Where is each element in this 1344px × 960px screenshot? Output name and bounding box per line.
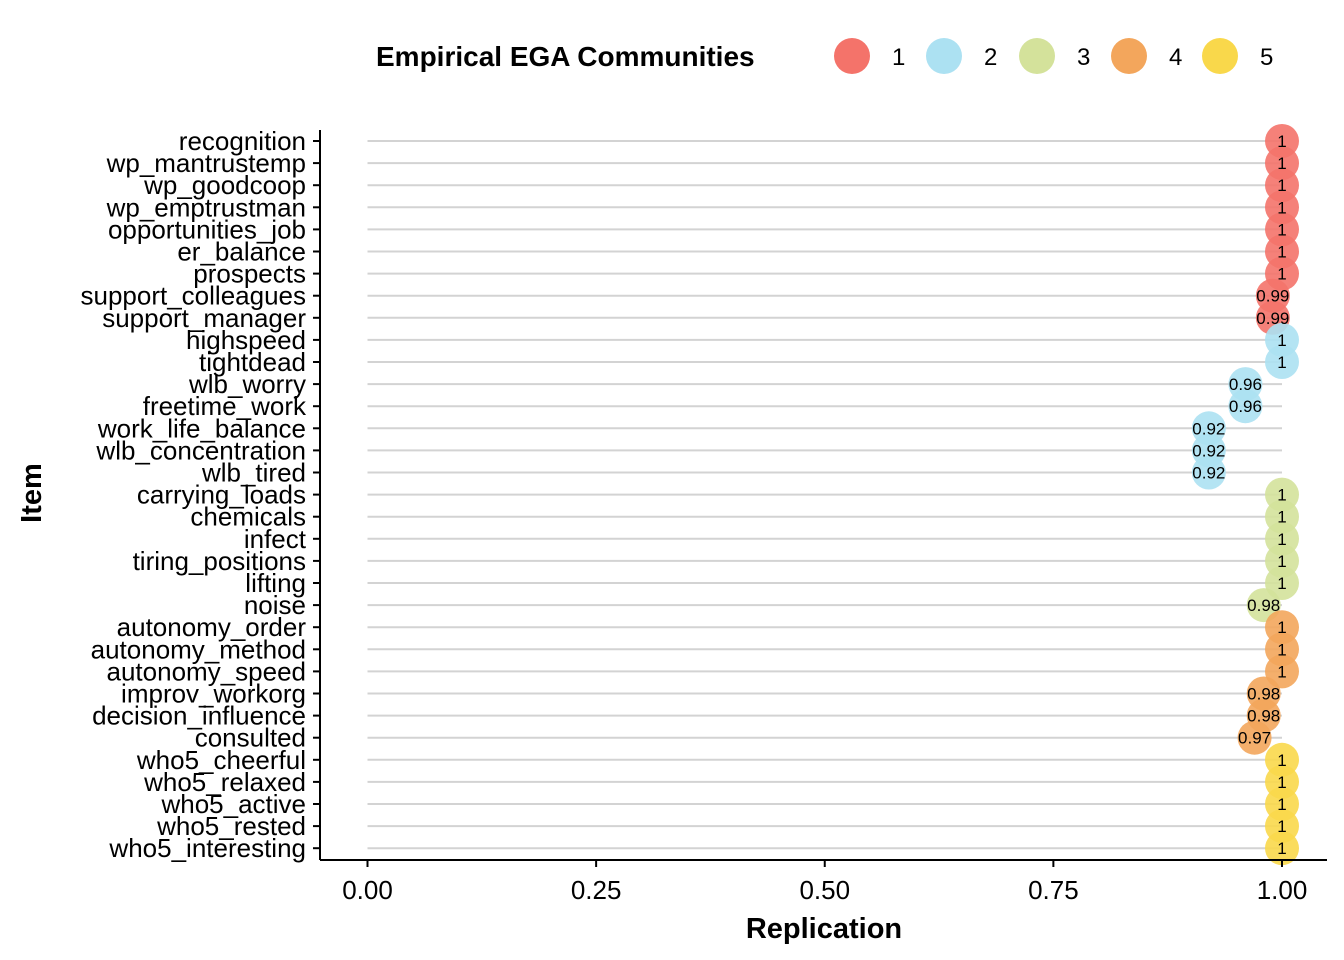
data-label: 1 xyxy=(1277,486,1286,505)
y-tick-label: wp_goodcoop xyxy=(143,170,306,200)
legend-swatch xyxy=(834,38,870,74)
data-label: 0.98 xyxy=(1247,596,1280,615)
legend-swatch xyxy=(1111,38,1147,74)
data-label: 1 xyxy=(1277,795,1286,814)
data-label: 0.99 xyxy=(1256,287,1289,306)
y-tick-label: tiring_positions xyxy=(133,546,306,576)
legend-label: 2 xyxy=(984,44,997,71)
y-tick-label: who5_cheerful xyxy=(136,745,306,775)
x-tick-label: 0.75 xyxy=(1028,875,1079,905)
y-tick-label: work_life_balance xyxy=(97,413,306,443)
legend-label: 1 xyxy=(892,44,905,71)
legend-label: 5 xyxy=(1260,44,1273,71)
data-point xyxy=(1237,720,1272,755)
data-point xyxy=(1191,455,1226,490)
data-label: 1 xyxy=(1277,839,1286,858)
y-tick-label: wlb_worry xyxy=(188,369,306,399)
data-label: 1 xyxy=(1277,243,1286,262)
data-label: 0.97 xyxy=(1238,729,1271,748)
data-label: 0.98 xyxy=(1247,707,1280,726)
legend: Empirical EGA Communities 1 2 3 4 5 xyxy=(376,38,1273,74)
y-tick-label: er_balance xyxy=(177,237,306,267)
y-tick-label: improv_workorg xyxy=(121,679,306,709)
gridlines xyxy=(367,140,1282,850)
data-label: 0.96 xyxy=(1229,397,1262,416)
y-tick-label: recognition xyxy=(179,126,306,156)
data-label: 0.98 xyxy=(1247,685,1280,704)
data-label: 1 xyxy=(1277,662,1286,681)
x-tick-label: 0.50 xyxy=(799,875,850,905)
y-tick-label: who5_rested xyxy=(156,811,306,841)
x-axis-title: Replication xyxy=(746,913,902,945)
y-tick-label: infect xyxy=(244,524,307,554)
y-tick-label: autonomy_order xyxy=(117,612,307,642)
data-label: 1 xyxy=(1277,574,1286,593)
data-label: 1 xyxy=(1277,618,1286,637)
data-label: 1 xyxy=(1277,265,1286,284)
legend-swatch xyxy=(1202,38,1238,74)
data-label: 1 xyxy=(1277,751,1286,770)
y-tick-label: wp_mantrustemp xyxy=(106,148,306,178)
y-tick-label: tightdead xyxy=(199,347,306,377)
y-tick-label: noise xyxy=(244,590,306,620)
y-tick-label: support_colleagues xyxy=(81,281,307,311)
data-label: 1 xyxy=(1277,508,1286,527)
data-label: 1 xyxy=(1277,220,1286,239)
y-axis: recognitionwp_mantrustempwp_goodcoopwp_e… xyxy=(81,126,321,863)
data-label: 1 xyxy=(1277,530,1286,549)
y-tick-label: wlb_concentration xyxy=(95,435,306,465)
data-label: 1 xyxy=(1277,640,1286,659)
data-label: 1 xyxy=(1277,817,1286,836)
y-tick-label: highspeed xyxy=(186,325,306,355)
y-tick-label: carrying_loads xyxy=(137,480,306,510)
legend-entries: 1 2 3 4 5 xyxy=(834,38,1273,74)
data-labels: 11111110.990.99110.960.960.920.920.92111… xyxy=(1192,132,1289,858)
y-axis-title: Item xyxy=(16,463,48,523)
y-tick-label: opportunities_job xyxy=(108,214,306,244)
y-tick-label: chemicals xyxy=(190,502,306,532)
y-tick-label: prospects xyxy=(193,259,306,289)
x-tick-label: 0.00 xyxy=(342,875,393,905)
data-point xyxy=(1265,345,1299,379)
data-label: 1 xyxy=(1277,198,1286,217)
data-label: 1 xyxy=(1277,154,1286,173)
y-tick-label: freetime_work xyxy=(143,391,307,421)
y-tick-label: consulted xyxy=(195,723,306,753)
data-points xyxy=(1191,124,1299,866)
x-axis: 0.00 0.25 0.50 0.75 1.00 xyxy=(320,859,1327,905)
y-tick-label: support_manager xyxy=(102,303,306,333)
y-tick-label: who5_active xyxy=(160,789,306,819)
y-tick-label: lifting xyxy=(245,568,306,598)
legend-title: Empirical EGA Communities xyxy=(376,41,755,72)
y-tick-label: who5_relaxed xyxy=(143,767,306,797)
data-point xyxy=(1228,389,1263,424)
legend-label: 3 xyxy=(1077,44,1090,71)
data-label: 1 xyxy=(1277,353,1286,372)
y-tick-label: wlb_tired xyxy=(201,458,306,488)
y-tick-label: who5_interesting xyxy=(108,833,306,863)
data-label: 0.92 xyxy=(1192,419,1225,438)
y-tick-label: autonomy_method xyxy=(91,634,306,664)
x-tick-label: 1.00 xyxy=(1257,875,1308,905)
data-label: 1 xyxy=(1277,331,1286,350)
y-tick-label: autonomy_speed xyxy=(107,656,306,686)
data-label: 1 xyxy=(1277,132,1286,151)
x-tick-label: 0.25 xyxy=(571,875,622,905)
y-tick-label: decision_influence xyxy=(92,701,306,731)
data-label: 0.92 xyxy=(1192,464,1225,483)
legend-label: 4 xyxy=(1169,44,1182,71)
data-label: 1 xyxy=(1277,176,1286,195)
data-label: 0.96 xyxy=(1229,375,1262,394)
data-label: 1 xyxy=(1277,552,1286,571)
legend-swatch xyxy=(1019,38,1055,74)
y-tick-label: wp_emptrustman xyxy=(106,192,306,222)
data-label: 0.92 xyxy=(1192,441,1225,460)
data-label: 1 xyxy=(1277,773,1286,792)
data-label: 0.99 xyxy=(1256,309,1289,328)
legend-swatch xyxy=(926,38,962,74)
data-point xyxy=(1265,831,1299,866)
